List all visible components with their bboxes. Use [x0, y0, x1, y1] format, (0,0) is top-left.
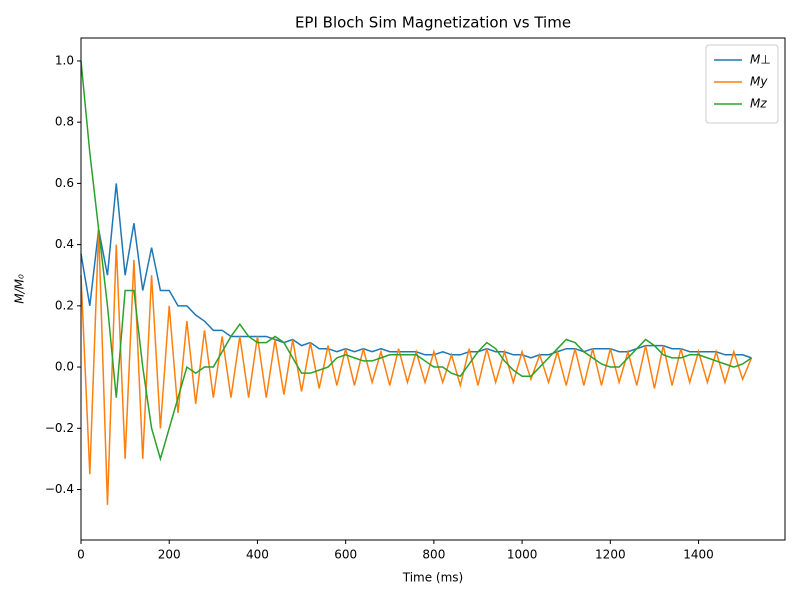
plot-frame: [80, 37, 786, 541]
series-line: [80, 229, 753, 505]
y-tick-label: 0.6: [55, 176, 74, 190]
y-tick-label: 0.8: [55, 115, 74, 129]
x-tick-label: 400: [246, 548, 269, 562]
x-tick-label: 1000: [507, 548, 538, 562]
y-tick-label: −0.2: [45, 421, 74, 435]
y-tick-label: 0.0: [55, 360, 74, 374]
x-tick-label: 200: [158, 548, 181, 562]
x-tick-label: 800: [422, 548, 445, 562]
series-line: [80, 183, 752, 359]
legend-label: M⊥: [750, 53, 771, 67]
chart-title: EPI Bloch Sim Magnetization vs Time: [295, 14, 571, 32]
x-tick-label: 1200: [595, 548, 626, 562]
y-tick-label: 1.0: [55, 53, 74, 67]
y-tick-label: −0.4: [45, 482, 74, 496]
legend-label: My: [750, 75, 768, 89]
x-tick-label: 600: [334, 548, 357, 562]
series-line: [80, 60, 752, 462]
x-axis-label: Time (ms): [402, 571, 464, 585]
x-tick-label: 0: [77, 548, 85, 562]
x-tick-label: 1400: [683, 548, 714, 562]
y-axis-label: M/M₀: [13, 274, 27, 304]
y-tick-label: 0.4: [55, 237, 74, 251]
legend-label: Mz: [750, 97, 767, 111]
y-tick-label: 0.2: [55, 298, 74, 312]
